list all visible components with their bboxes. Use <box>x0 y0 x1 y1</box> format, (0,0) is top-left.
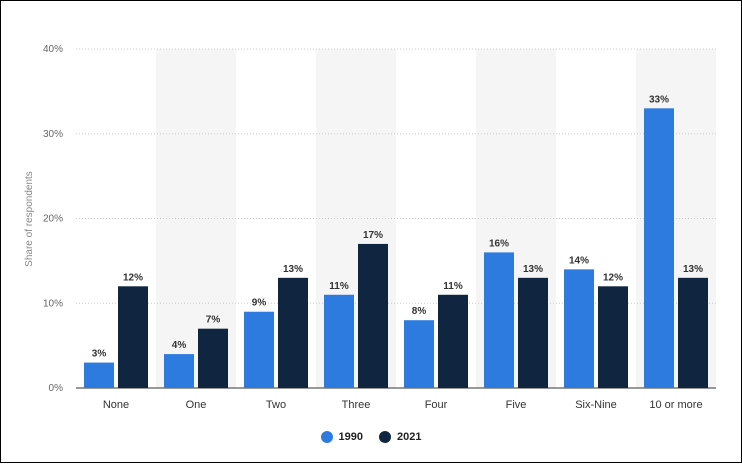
y-axis-labels: 0% 10% 20% 30% 40% <box>43 44 63 394</box>
data-label: 13% <box>683 264 703 275</box>
bars <box>84 108 708 388</box>
bar-1990[interactable] <box>244 311 274 388</box>
data-label: 7% <box>206 315 221 326</box>
bar-2021[interactable] <box>278 277 308 388</box>
bar-1990[interactable] <box>164 354 194 388</box>
data-label: 11% <box>443 281 463 292</box>
bar-1990[interactable] <box>404 320 434 388</box>
x-tick-label: Two <box>266 399 286 411</box>
data-labels: 3% 12% 4% 7% 9% 13% 11% 17% 8% 11% 16% 13% 14% 12% 33%… <box>92 94 703 359</box>
y-tick-label: 10% <box>43 298 63 309</box>
x-tick-label: One <box>186 399 207 411</box>
bar-2021[interactable] <box>438 294 468 388</box>
y-tick-label: 0% <box>49 383 64 394</box>
bar-1990[interactable] <box>84 362 114 388</box>
data-label: 3% <box>92 349 107 360</box>
data-label: 9% <box>252 298 267 309</box>
bar-1990[interactable] <box>564 269 594 388</box>
data-label: 13% <box>283 264 303 275</box>
data-label: 11% <box>329 281 349 292</box>
legend-item-1990[interactable]: 1990 <box>320 431 363 443</box>
y-tick-label: 20% <box>43 214 63 225</box>
data-label: 4% <box>172 340 187 351</box>
data-label: 13% <box>523 264 543 275</box>
bar-2021[interactable] <box>358 243 388 388</box>
bar-2021[interactable] <box>518 277 548 388</box>
data-label: 12% <box>123 272 143 283</box>
data-label: 14% <box>569 255 589 266</box>
data-label: 8% <box>412 306 427 317</box>
bar-2021[interactable] <box>118 286 148 388</box>
legend-marker-icon <box>320 431 333 443</box>
y-tick-label: 30% <box>43 129 63 140</box>
legend: 1990 2021 <box>0 431 742 443</box>
legend-label: 1990 <box>338 431 363 443</box>
bar-1990[interactable] <box>644 108 674 388</box>
x-tick-label: Four <box>425 399 448 411</box>
data-label: 33% <box>649 94 669 105</box>
bar-2021[interactable] <box>678 277 708 388</box>
x-tick-label: None <box>103 399 129 411</box>
x-tick-label: Six-Nine <box>575 399 617 411</box>
bar-2021[interactable] <box>198 328 228 388</box>
bar-1990[interactable] <box>324 294 354 388</box>
data-label: 17% <box>363 230 383 241</box>
x-tick-label: Three <box>342 399 371 411</box>
bar-1990[interactable] <box>484 252 514 388</box>
legend-label: 2021 <box>397 431 422 443</box>
data-label: 16% <box>489 238 509 249</box>
x-axis-labels: None One Two Three Four Five Six-Nine 10 or mor… <box>103 399 703 411</box>
y-axis-title: Share of respondents <box>24 171 35 267</box>
legend-item-2021[interactable]: 2021 <box>379 431 421 443</box>
data-label: 12% <box>603 272 623 283</box>
x-tick-label: Five <box>506 399 527 411</box>
x-tick-label: 10 or more <box>649 399 702 411</box>
legend-marker-icon <box>379 431 391 443</box>
bar-2021[interactable] <box>598 286 628 388</box>
y-tick-label: 40% <box>43 44 63 55</box>
